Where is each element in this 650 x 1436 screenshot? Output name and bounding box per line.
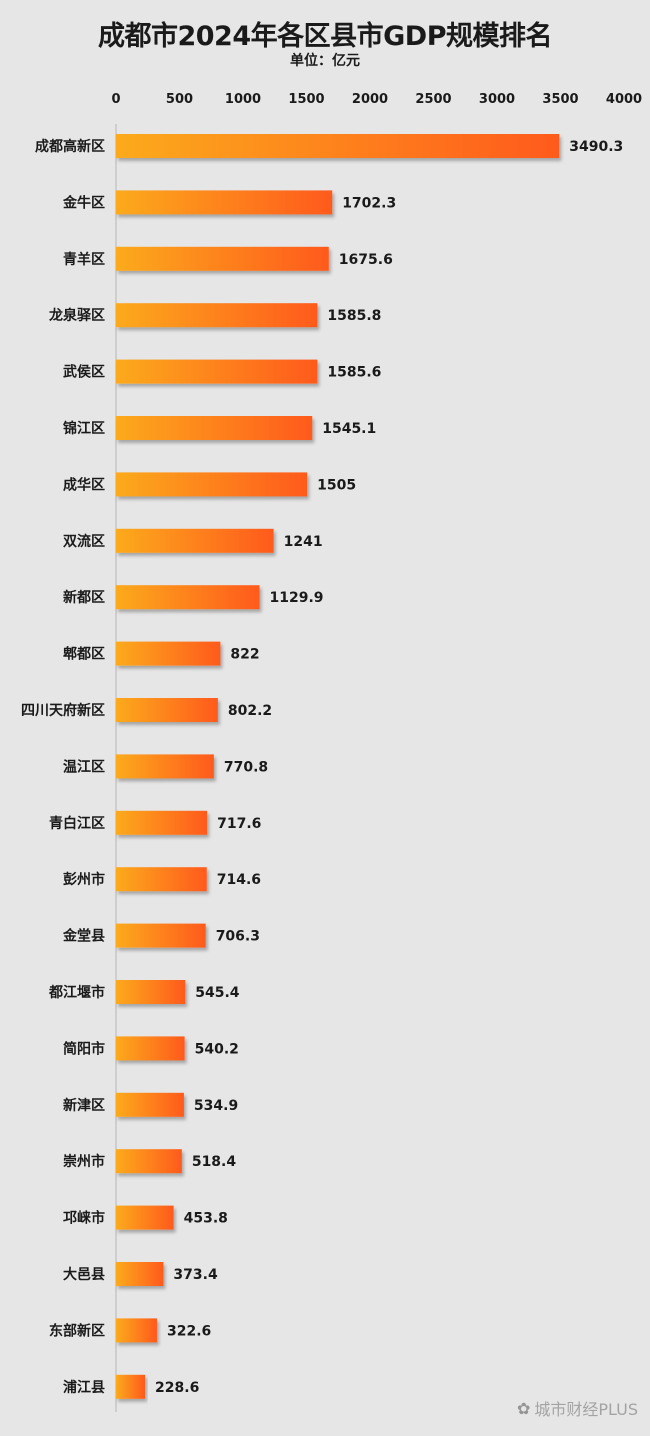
category-label: 崇州市 (63, 1153, 105, 1170)
watermark-text: 城市财经PLUS (534, 1400, 638, 1419)
x-tick-label: 1000 (225, 92, 261, 107)
data-label: 1505 (317, 477, 356, 493)
data-label: 822 (230, 647, 259, 663)
data-label: 1545.1 (322, 421, 376, 437)
bar (116, 585, 260, 610)
bar (116, 1149, 182, 1174)
data-label: 373.4 (173, 1267, 218, 1283)
bar (116, 1036, 185, 1061)
data-label: 1129.9 (269, 590, 323, 606)
bar (116, 1262, 164, 1286)
unit-label: 单位：亿元 (290, 53, 360, 69)
data-label: 3490.3 (569, 139, 623, 155)
x-tick-label: 500 (166, 92, 193, 107)
bar (116, 867, 207, 892)
data-label: 1675.6 (339, 252, 393, 268)
bar (116, 641, 221, 666)
data-label: 453.8 (184, 1211, 228, 1227)
bar (116, 528, 274, 553)
category-label: 都江堰市 (48, 984, 105, 1001)
category-label: 金堂县 (62, 928, 105, 945)
data-label: 322.6 (167, 1323, 211, 1339)
data-label: 545.4 (195, 985, 240, 1001)
chart-title: 成都市2024年各区县市GDP规模排名 (97, 21, 553, 52)
category-label: 龙泉驿区 (48, 307, 105, 324)
x-tick-label: 0 (111, 92, 120, 107)
category-label: 青羊区 (63, 251, 105, 268)
bar (116, 698, 218, 722)
data-label: 1702.3 (342, 195, 396, 211)
category-label: 简阳市 (63, 1040, 105, 1057)
bar (116, 923, 206, 948)
data-label: 534.9 (194, 1098, 238, 1114)
bar (116, 246, 329, 271)
x-tick-label: 2500 (415, 92, 451, 107)
bar (116, 359, 318, 384)
category-label: 双流区 (63, 533, 105, 550)
x-tick-label: 3000 (479, 92, 515, 107)
bar (116, 1205, 174, 1230)
bar (116, 416, 313, 440)
category-label: 大邑县 (63, 1266, 105, 1283)
category-label: 武侯区 (63, 364, 105, 381)
data-label: 1241 (284, 534, 323, 550)
watermark: ✿ 城市财经PLUS (517, 1396, 638, 1420)
category-label: 成华区 (63, 476, 105, 493)
data-label: 802.2 (228, 703, 272, 719)
x-tick-label: 4000 (606, 92, 642, 107)
data-label: 518.4 (192, 1154, 237, 1170)
x-tick-label: 2000 (352, 92, 388, 107)
bar (116, 472, 308, 497)
data-label: 714.6 (217, 872, 261, 888)
category-label: 浦江县 (63, 1379, 105, 1396)
bar (116, 303, 318, 328)
category-label: 邛崃市 (63, 1210, 105, 1227)
category-label: 温江区 (63, 758, 105, 775)
x-tick-label: 1500 (288, 92, 324, 107)
bar (116, 1318, 157, 1343)
category-label: 东部新区 (49, 1322, 105, 1339)
bar (116, 754, 214, 779)
bar (116, 190, 333, 215)
data-label: 228.6 (155, 1380, 199, 1396)
data-label: 770.8 (224, 759, 268, 775)
category-label: 青白江区 (49, 815, 105, 832)
category-label: 锦江区 (63, 420, 105, 437)
bar (116, 1374, 146, 1399)
category-label: 四川天府新区 (21, 702, 105, 719)
category-label: 新都区 (63, 589, 105, 606)
category-label: 金牛区 (62, 194, 105, 211)
data-label: 1585.6 (327, 365, 381, 381)
category-label: 成都高新区 (35, 138, 105, 155)
wechat-icon: ✿ (516, 1398, 531, 1418)
category-label: 彭州市 (63, 871, 105, 888)
x-tick-label: 3500 (542, 92, 578, 107)
category-label: 郫都区 (63, 646, 105, 663)
bar (116, 980, 186, 1004)
category-label: 新津区 (63, 1097, 105, 1114)
bar (116, 1092, 184, 1117)
bar (116, 134, 560, 158)
bar (116, 810, 208, 835)
data-label: 540.2 (195, 1041, 239, 1057)
data-label: 706.3 (216, 929, 260, 945)
data-label: 1585.8 (327, 308, 381, 324)
data-label: 717.6 (217, 816, 261, 832)
